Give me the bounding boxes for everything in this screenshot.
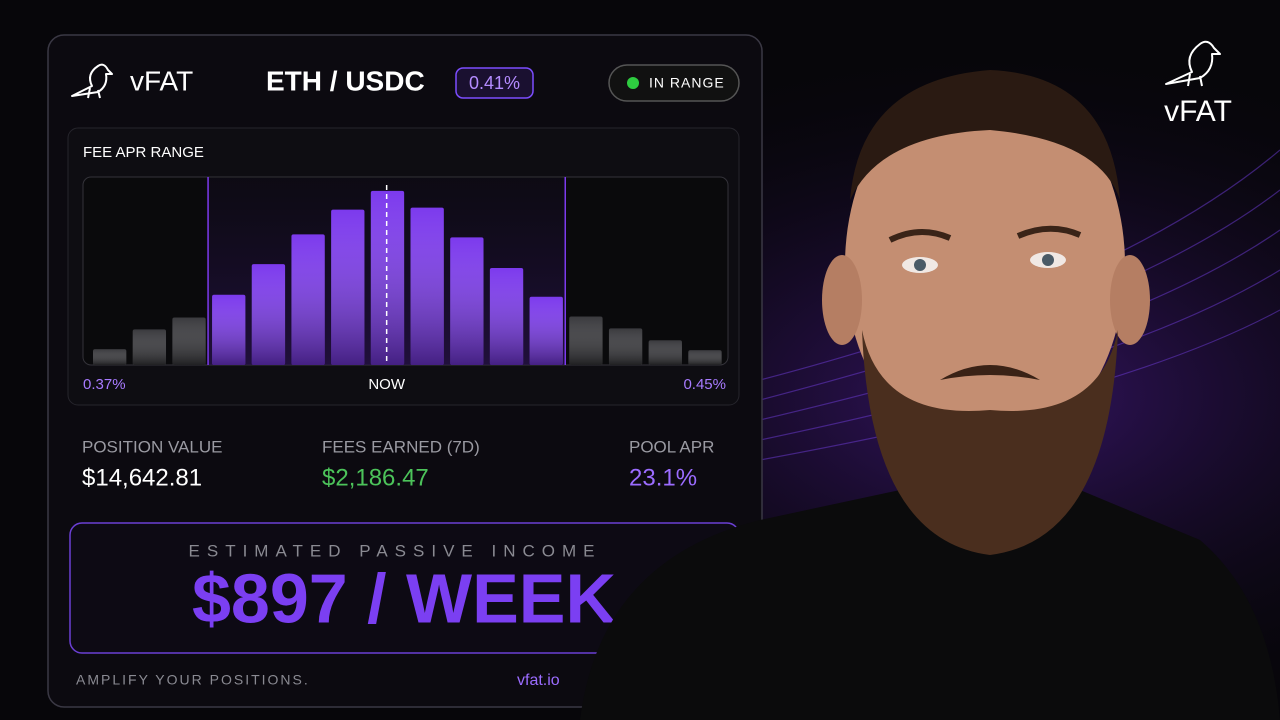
bar-shade [410,207,444,365]
status: IN RANGE [649,75,725,91]
stat-value: 23.1% [629,464,697,491]
stat-label: FEES EARNED (7D) [322,437,480,456]
tagline: AMPLIFY YOUR POSITIONS. [76,672,310,688]
brand-name: vFAT [130,65,193,96]
range-low-label: 0.37% [83,376,126,393]
bar-shade [331,209,365,365]
bar-shade [93,349,127,365]
presenter [580,70,1280,720]
status-dot [627,77,639,89]
bar-shade [450,237,484,365]
pair: ETH / USDC [266,65,425,96]
chart-title: FEE APR RANGE [83,144,204,161]
corner-logo-icon [1165,40,1221,87]
bar-shade [489,268,524,365]
bar-shade [370,190,405,365]
bar-shade [212,294,246,365]
bars [93,177,722,365]
fee-tier: 0.41% [469,73,520,93]
stat-label: POOL APR [629,437,714,456]
stat-value: $2,186.47 [322,464,429,491]
bar-shade [688,350,722,365]
bar-shade [172,317,206,365]
url: vfat.io [517,672,560,689]
now-label: NOW [368,376,406,393]
stat-value: $14,642.81 [82,464,202,491]
bar-shade [608,328,643,365]
bar-shade [132,329,167,365]
income-value: $897 / WEEK [192,559,616,637]
bar-shade [291,234,325,365]
bar-shade [529,296,563,365]
status-pill [608,64,740,102]
bar-shade [569,316,603,365]
range-high-label: 0.45% [683,376,726,393]
bar-shade [648,340,682,365]
fee-pill [455,67,534,99]
corner-logo-text: vFAT [1164,95,1232,128]
brand-logo [71,63,113,99]
stat-label: POSITION VALUE [82,437,222,456]
income-label: ESTIMATED PASSIVE INCOME [189,541,602,560]
bar-shade [251,264,286,365]
